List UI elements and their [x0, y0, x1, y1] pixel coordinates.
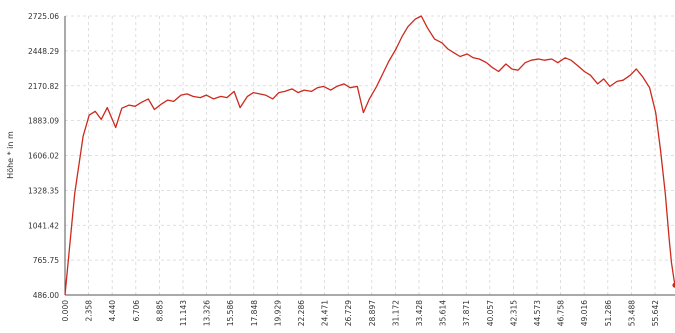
y-tick-label: 486.00 [33, 291, 59, 300]
x-tick-label: 55.642 [651, 300, 660, 326]
x-tick-label: 53.488 [627, 300, 636, 326]
series [64, 15, 675, 296]
x-tick-label: 22.286 [297, 300, 306, 326]
y-tick-label: 765.75 [33, 256, 59, 265]
x-tick-label: 15.586 [226, 300, 235, 326]
x-tick-label: 28.897 [368, 300, 377, 326]
y-tick-label: 1883.09 [28, 117, 59, 126]
x-tick-label: 6.706 [132, 300, 141, 322]
y-tick-label: 1328.35 [28, 186, 59, 195]
x-tick-label: 40.057 [486, 300, 495, 326]
x-tick-label: 19.929 [273, 300, 282, 326]
x-tick-label: 13.326 [203, 300, 212, 326]
y-tick-label: 2448.29 [28, 47, 59, 56]
y-tick-label: 2170.82 [28, 82, 59, 91]
elevation-profile-line [64, 15, 675, 296]
x-tick-label: 42.315 [509, 300, 518, 326]
end-point-marker [672, 282, 675, 288]
x-tick-label: 17.848 [250, 300, 259, 326]
x-tick-label: 31.172 [391, 300, 400, 326]
x-tick-label: 26.729 [344, 300, 353, 326]
x-tick-label: 37.871 [462, 300, 471, 326]
x-tick-label: 44.573 [533, 300, 542, 326]
y-tick-label: 1041.42 [28, 221, 59, 230]
x-tick-label: 35.614 [439, 300, 448, 326]
x-tick-label: 0.000 [61, 300, 70, 322]
y-axis-label: Höhe * in m [6, 131, 15, 179]
grid [65, 15, 675, 296]
x-tick-label: 11.143 [179, 300, 188, 326]
y-tick-label: 1606.02 [28, 152, 59, 161]
x-tick-label: 33.428 [415, 300, 424, 326]
y-tick-label: 2725.06 [28, 12, 59, 21]
x-tick-label: 2.358 [85, 300, 94, 322]
x-tick-label: 51.286 [604, 300, 613, 326]
x-tick-labels: 0.000 2.358 4.440 6.706 8.885 11.143 13.326 15.… [61, 300, 660, 326]
x-tick-label: 46.758 [557, 300, 566, 326]
y-tick-labels: 486.00 765.75 1041.42 1328.35 1606.02 1883.09… [28, 12, 59, 300]
x-tick-label: 49.016 [580, 300, 589, 326]
x-tick-label: 24.471 [321, 300, 330, 326]
x-tick-label: 8.885 [155, 300, 164, 322]
axes [64, 16, 675, 296]
x-tick-label: 4.440 [108, 300, 117, 322]
